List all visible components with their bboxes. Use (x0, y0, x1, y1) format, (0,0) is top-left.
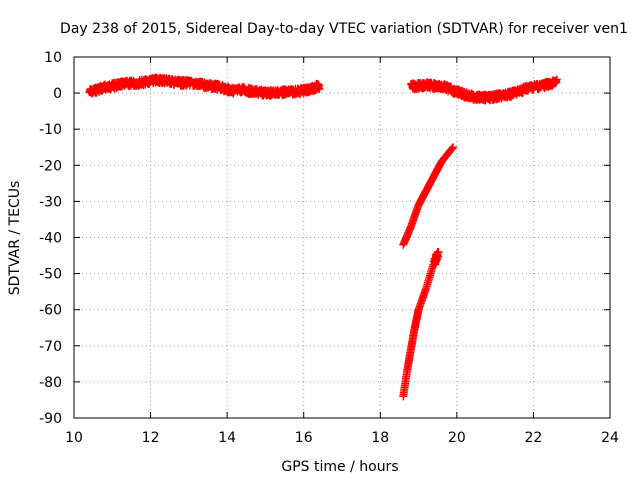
chart-title: Day 238 of 2015, Sidereal Day-to-day VTE… (60, 21, 628, 37)
data-point (552, 78, 561, 87)
y-tick-label: -20 (39, 158, 62, 174)
data-point (315, 81, 324, 90)
y-tick-label: -80 (39, 375, 62, 391)
data-point (448, 144, 457, 153)
y-tick-label: -40 (39, 231, 62, 247)
x-tick-label: 10 (65, 430, 83, 446)
x-tick-label: 12 (142, 430, 160, 446)
data-point (449, 143, 458, 152)
grid-lines (74, 57, 610, 418)
x-axis-label: GPS time / hours (281, 459, 398, 475)
y-tick-label: 10 (44, 50, 62, 66)
data-point (433, 247, 442, 256)
x-tick-labels: 10 12 14 16 18 20 22 24 (65, 430, 619, 446)
x-tick-label: 20 (448, 430, 466, 446)
y-tick-label: -70 (39, 339, 62, 355)
x-tick-label: 14 (218, 430, 236, 446)
y-tick-labels: 10 0 -10 -20 -30 -40 -50 -60 -70 -80 -90 (39, 50, 62, 427)
x-tick-label: 22 (525, 430, 543, 446)
y-tick-label: -10 (39, 122, 62, 138)
y-tick-label: -50 (39, 267, 62, 283)
y-axis-label: SDTVAR / TECUs (7, 181, 23, 296)
y-tick-label: -30 (39, 194, 62, 210)
x-tick-label: 24 (601, 430, 619, 446)
y-tick-label: -60 (39, 303, 62, 319)
y-tick-label: 0 (53, 86, 62, 102)
data-points (85, 73, 561, 401)
y-tick-label: -90 (39, 411, 62, 427)
x-tick-label: 16 (295, 430, 313, 446)
axis-ticks (73, 56, 611, 419)
x-tick-label: 18 (371, 430, 389, 446)
